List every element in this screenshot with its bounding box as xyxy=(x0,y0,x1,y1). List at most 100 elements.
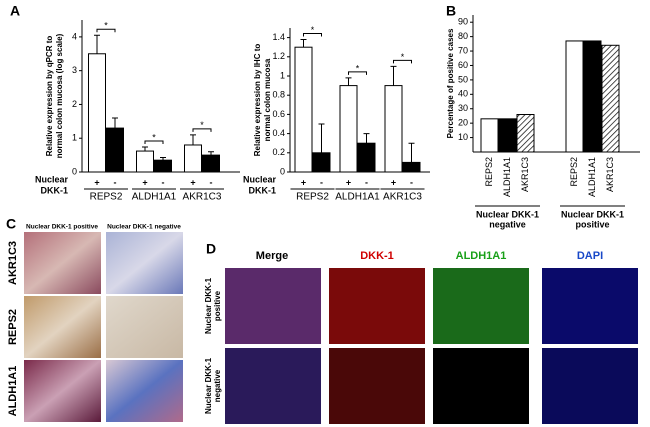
y-tick-label: 50 xyxy=(458,74,468,84)
panel-label: B xyxy=(446,3,456,19)
micrograph xyxy=(106,232,183,294)
micrograph xyxy=(24,296,101,358)
series-label: - xyxy=(162,177,165,187)
y-tick-label: 2 xyxy=(72,99,77,109)
y-axis-label: Relative expression by qPCR to xyxy=(45,36,54,157)
error-bar xyxy=(300,39,307,48)
y-tick-label: 60 xyxy=(458,60,468,70)
error-bar xyxy=(142,146,148,152)
micrograph xyxy=(433,268,529,344)
error-bar xyxy=(112,117,118,129)
category-label: ALDH1A1 xyxy=(335,192,380,203)
y-tick-label: 1.2 xyxy=(272,51,285,61)
row-label: Nuclear DKK-1 xyxy=(204,277,213,334)
significance-bracket xyxy=(192,128,212,132)
series-title: DKK-1 xyxy=(248,185,276,195)
y-tick-label: 70 xyxy=(458,45,468,55)
series-label: + xyxy=(142,177,147,187)
series-label: - xyxy=(210,177,213,187)
y-tick-label: 0.4 xyxy=(272,128,285,138)
significance-bracket xyxy=(303,33,322,37)
y-tick-label: 3 xyxy=(72,65,77,75)
bar xyxy=(583,40,602,153)
bar-label: AKR1C3 xyxy=(605,157,615,192)
significance: * xyxy=(311,25,315,35)
significance-bracket xyxy=(348,71,367,75)
bar-label: REPS2 xyxy=(569,157,579,187)
series-label: + xyxy=(346,177,351,187)
category-label: REPS2 xyxy=(90,192,123,203)
y-tick-label: 1.4 xyxy=(272,32,285,42)
series-label: + xyxy=(190,177,195,187)
error-bar xyxy=(363,133,370,144)
category-label: Nuclear DKK-1 xyxy=(476,209,539,219)
micrograph xyxy=(24,360,101,422)
series-label: + xyxy=(301,177,306,187)
y-tick-label: 0 xyxy=(280,166,285,176)
significance: * xyxy=(152,132,156,142)
series-title: Nuclear xyxy=(35,174,69,184)
bar xyxy=(184,144,202,173)
bar xyxy=(312,152,331,173)
y-tick-label: 0 xyxy=(72,166,77,176)
row-label: AKR1C3 xyxy=(7,241,19,285)
bar xyxy=(136,150,154,173)
category-label: positive xyxy=(575,219,609,229)
significance-bracket xyxy=(96,28,116,33)
bar xyxy=(601,44,620,153)
y-axis-label: Relative expression by IHC to xyxy=(253,44,262,157)
bar xyxy=(106,127,124,173)
bar xyxy=(402,161,421,173)
row-label: Nuclear DKK-1 xyxy=(204,357,213,414)
row-label: positive xyxy=(213,290,222,321)
bar xyxy=(384,85,403,173)
significance-bracket xyxy=(393,59,412,64)
bar xyxy=(294,46,313,173)
y-tick-label: 1 xyxy=(280,70,285,80)
ihc-images xyxy=(24,232,183,422)
category-label: AKR1C3 xyxy=(383,192,422,203)
series-label: - xyxy=(320,177,323,187)
category-label: Nuclear DKK-1 xyxy=(561,209,624,219)
series-label: + xyxy=(391,177,396,187)
error-bar xyxy=(408,142,415,163)
row-label: REPS2 xyxy=(7,309,19,345)
significance: * xyxy=(401,52,405,62)
series-label: - xyxy=(365,177,368,187)
column-label: Nuclear DKK-1 negative xyxy=(107,224,181,231)
bar xyxy=(516,114,535,153)
series-label: + xyxy=(94,177,99,187)
micrograph xyxy=(106,296,183,358)
y-axis-label: normal colon mucosa (log scale) xyxy=(55,33,64,158)
series-label: - xyxy=(410,177,413,187)
micrograph xyxy=(542,268,638,344)
bar xyxy=(357,142,376,173)
series-title: Nuclear xyxy=(243,174,277,184)
micrograph xyxy=(433,348,529,424)
bar-label: ALDH1A1 xyxy=(502,157,512,197)
category-label: REPS2 xyxy=(296,192,329,203)
y-tick-label: 0.2 xyxy=(272,147,285,157)
panel-label: D xyxy=(206,241,216,257)
column-label: DKK-1 xyxy=(360,250,394,262)
y-tick-label: 80 xyxy=(458,31,468,41)
significance: * xyxy=(356,63,360,73)
bar xyxy=(88,53,106,173)
y-axis-label: normal colon mucosa xyxy=(263,58,272,141)
panel-label: A xyxy=(10,3,20,19)
micrograph xyxy=(225,348,321,424)
bar xyxy=(339,85,358,173)
row-label: negative xyxy=(213,369,222,402)
bar-label: REPS2 xyxy=(484,157,494,187)
micrograph xyxy=(542,348,638,424)
y-tick-label: 30 xyxy=(458,103,468,113)
category-label: AKR1C3 xyxy=(183,192,222,203)
bar xyxy=(498,118,517,153)
y-tick-label: 0.6 xyxy=(272,109,285,119)
y-tick-label: 0.8 xyxy=(272,90,285,100)
significance: * xyxy=(104,21,108,31)
error-bar xyxy=(160,156,166,161)
y-axis-label: Percentage of positive cases xyxy=(446,28,455,138)
column-label: DAPI xyxy=(577,250,603,262)
